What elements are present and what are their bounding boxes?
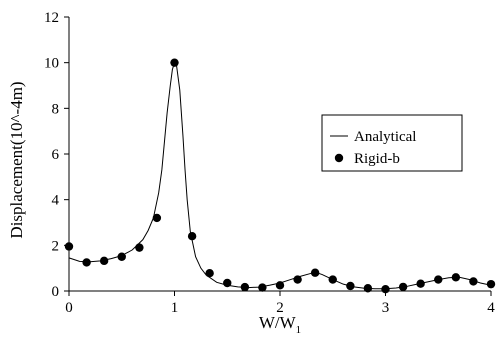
data-point-rigid-b xyxy=(82,258,91,267)
data-point-rigid-b xyxy=(381,284,390,294)
legend-label-analytical: Analytical xyxy=(354,129,416,145)
data-point-rigid-b xyxy=(187,232,197,241)
data-point-rigid-b xyxy=(258,283,267,292)
data-point-rigid-b xyxy=(293,275,302,284)
data-point-rigid-b xyxy=(170,58,179,67)
x-axis-title: W/W1 xyxy=(259,313,301,336)
data-point-rigid-b xyxy=(240,282,250,292)
data-point-rigid-b xyxy=(310,268,320,277)
x-axis-title-subscript: 1 xyxy=(296,324,302,336)
y-tick-label: 8 xyxy=(52,101,60,117)
y-tick-label: 6 xyxy=(52,147,60,163)
x-tick-label: 1 xyxy=(171,300,179,316)
legend: Analytical Rigid-b xyxy=(321,114,463,172)
data-point-rigid-b xyxy=(398,282,408,292)
data-point-rigid-b xyxy=(64,242,74,251)
legend-marker-rigid-b xyxy=(334,153,344,163)
data-point-rigid-b xyxy=(469,277,478,286)
data-point-rigid-b xyxy=(275,281,285,290)
y-tick-label: 12 xyxy=(44,10,59,26)
x-axis-title-main: W/W xyxy=(259,313,297,332)
y-tick-label: 4 xyxy=(52,193,60,209)
y-tick-label: 2 xyxy=(52,238,60,254)
x-tick-label: 3 xyxy=(382,300,390,316)
data-point-rigid-b xyxy=(363,284,373,293)
y-tick-label: 0 xyxy=(52,284,60,300)
data-point-rigid-b xyxy=(416,279,425,288)
series-layer xyxy=(64,58,496,294)
data-point-rigid-b xyxy=(223,278,232,288)
data-point-rigid-b xyxy=(346,281,355,291)
data-point-rigid-b xyxy=(451,273,461,282)
legend-label-rigid-b: Rigid-b xyxy=(354,151,400,167)
data-point-rigid-b xyxy=(117,252,126,261)
series-line-analytical xyxy=(68,61,492,290)
legend-box xyxy=(321,114,463,172)
data-point-rigid-b xyxy=(135,243,144,252)
x-tick-label: 4 xyxy=(487,300,495,316)
data-point-rigid-b xyxy=(205,268,214,278)
y-ticks: 0 2 4 6 8 10 12 xyxy=(44,10,69,300)
data-point-rigid-b xyxy=(99,256,109,266)
data-point-rigid-b xyxy=(486,279,496,289)
data-point-rigid-b xyxy=(434,275,443,284)
x-tick-label: 2 xyxy=(276,300,284,316)
data-point-rigid-b xyxy=(152,213,162,223)
y-tick-label: 10 xyxy=(44,56,59,72)
x-tick-label: 0 xyxy=(65,300,73,316)
y-axis-title: Displacement(10^-4m) xyxy=(7,81,26,238)
data-point-rigid-b xyxy=(328,275,337,284)
